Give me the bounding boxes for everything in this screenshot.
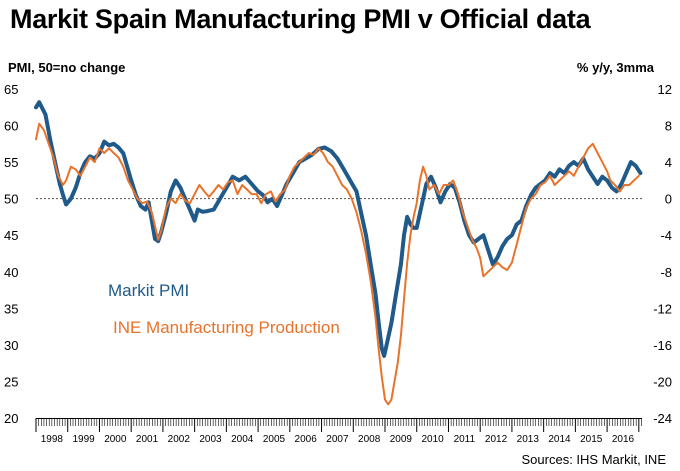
right-tick-label: 12 <box>658 82 672 97</box>
x-tick-label-2004: 2004 <box>231 434 254 445</box>
x-tick-label-2010: 2010 <box>421 434 444 445</box>
x-tick-label-2006: 2006 <box>295 434 318 445</box>
x-tick-label-1998: 1998 <box>41 434 64 445</box>
x-tick-label-2002: 2002 <box>168 434 191 445</box>
source-note: Sources: IHS Markit, INE <box>521 452 666 467</box>
left-tick-label: 35 <box>4 301 18 316</box>
right-tick-label: 0 <box>665 192 672 207</box>
x-tick-label-2016: 2016 <box>612 434 635 445</box>
x-tick-label-2009: 2009 <box>390 434 413 445</box>
x-tick-label-2013: 2013 <box>517 434 540 445</box>
x-tick-label-2003: 2003 <box>199 434 222 445</box>
x-axis: 1998 1999 2000 2001 2002 2003 2004 2005 2006 2007… <box>35 418 642 445</box>
left-tick-label: 65 <box>4 82 18 97</box>
series-line-ine-production <box>35 122 640 406</box>
right-tick-label: -20 <box>653 374 672 389</box>
right-tick-label: -12 <box>653 301 672 316</box>
x-tick-label-1999: 1999 <box>72 434 95 445</box>
x-tick-label-2001: 2001 <box>136 434 159 445</box>
right-axis: 12 8 4 0 -4 -8 -12 -16 -20 -24 <box>653 82 672 426</box>
right-tick-label: -24 <box>653 411 672 426</box>
series-label-ine-production: INE Manufacturing Production <box>113 318 340 337</box>
right-tick-label: 8 <box>665 119 672 134</box>
x-tick-label-2005: 2005 <box>263 434 286 445</box>
x-tick-label-2012: 2012 <box>485 434 508 445</box>
left-tick-label: 25 <box>4 374 18 389</box>
left-tick-label: 60 <box>4 119 18 134</box>
right-axis-label: % y/y, 3mma <box>576 60 654 75</box>
right-tick-label: -16 <box>653 338 672 353</box>
chart-title: Markit Spain Manufacturing PMI v Officia… <box>10 4 591 34</box>
left-tick-label: 50 <box>4 192 18 207</box>
x-tick-label-2000: 2000 <box>104 434 127 445</box>
left-tick-label: 55 <box>4 155 18 170</box>
left-tick-label: 40 <box>4 265 18 280</box>
series-layer <box>34 100 643 406</box>
x-tick-label-2015: 2015 <box>580 434 603 445</box>
x-tick-label-2011: 2011 <box>454 434 476 445</box>
left-axis: 65 60 55 50 45 40 35 30 25 20 <box>4 82 18 426</box>
x-tick-label-2008: 2008 <box>358 434 381 445</box>
x-tick-label-2007: 2007 <box>326 434 349 445</box>
right-tick-label: -4 <box>660 228 672 243</box>
right-tick-label: -8 <box>660 265 672 280</box>
series-label-markit-pmi: Markit PMI <box>108 281 189 300</box>
left-tick-label: 30 <box>4 338 18 353</box>
left-axis-label: PMI, 50=no change <box>8 60 126 75</box>
x-tick-label-2014: 2014 <box>548 434 571 445</box>
left-tick-label: 45 <box>4 228 18 243</box>
left-tick-label: 20 <box>4 411 18 426</box>
right-tick-label: 4 <box>665 155 672 170</box>
